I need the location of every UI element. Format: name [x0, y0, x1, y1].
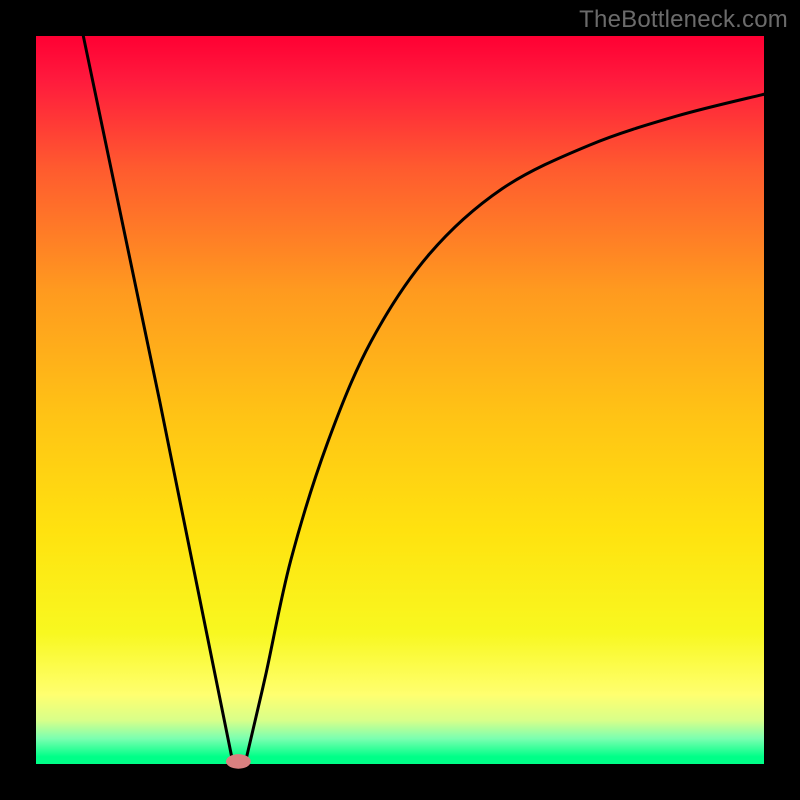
chart-container: TheBottleneck.com — [0, 0, 800, 800]
bottleneck-chart — [0, 0, 800, 800]
watermark-text: TheBottleneck.com — [579, 6, 788, 34]
